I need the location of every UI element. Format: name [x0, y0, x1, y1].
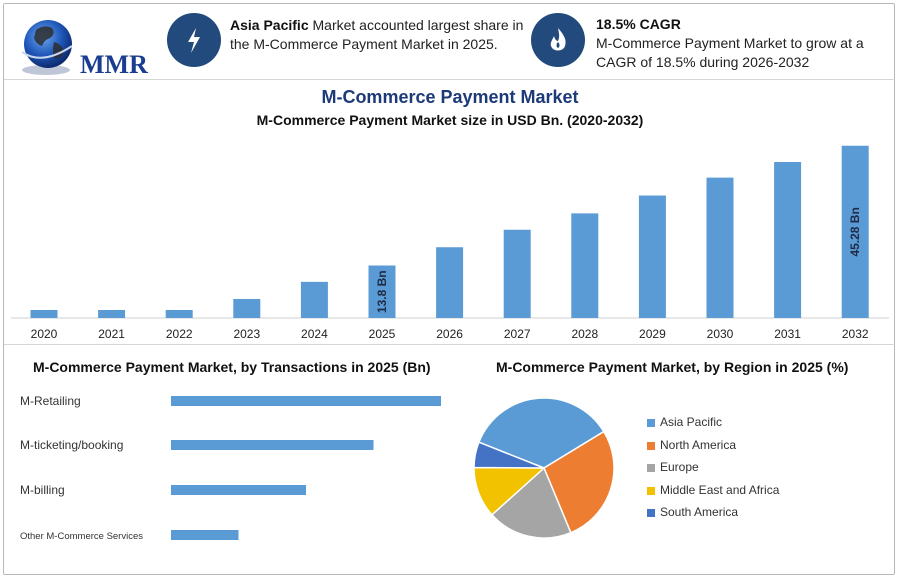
bar-2022	[165, 310, 193, 318]
x-tick-label-2024: 2024	[301, 327, 328, 341]
pie-slice-south-america	[473, 441, 545, 469]
x-tick-label-2030: 2030	[707, 327, 734, 341]
fact-2-badge	[531, 13, 585, 67]
legend-label-middle-east-and-africa: Middle East and Africa	[660, 482, 780, 497]
fact-2-text: 18.5% CAGR M-Commerce Payment Market to …	[596, 15, 896, 72]
x-tick-label-2032: 2032	[842, 327, 869, 341]
category-label-m-ticketing-booking: M-ticketing/booking	[20, 438, 123, 452]
category-label-other-m-commerce-services: Other M-Commerce Services	[20, 531, 143, 542]
data-label-2032: 45.28 Bn	[848, 207, 862, 256]
logo-text: MMR	[80, 50, 148, 79]
hbar-other-m-commerce-services	[171, 530, 239, 540]
x-tick-label-2022: 2022	[166, 327, 193, 341]
transactions-bar-chart: M-Retailing M-ticketing/booking M-billing O…	[20, 394, 441, 542]
fact-1-text: Asia Pacific Market accounted largest sh…	[230, 16, 530, 54]
fact-2-line3: CAGR of 18.5% during 2026-2032	[596, 54, 810, 70]
bar-2025	[368, 265, 396, 318]
legend-swatch-north-america	[647, 441, 655, 450]
bar-2030	[706, 177, 734, 318]
legend-label-south-america: South America	[660, 505, 739, 519]
market-size-bar-chart: 2020 2021 2022 2023 2024 2025 13.8 Bn 2026 2027 2…	[11, 145, 889, 341]
data-label-2025: 13.8 Bn	[375, 270, 389, 313]
bar-2028	[571, 213, 599, 318]
category-label-m-billing: M-billing	[20, 483, 65, 497]
bar-2032	[841, 145, 869, 318]
bar-2029	[638, 195, 666, 318]
x-tick-label-2026: 2026	[436, 327, 463, 341]
x-tick-label-2031: 2031	[774, 327, 801, 341]
legend-label-europe: Europe	[660, 460, 699, 474]
pie-slice-europe	[490, 466, 572, 539]
hbar-m-retailing	[171, 396, 441, 406]
fact-1-line1: Market accounted largest share in	[308, 17, 524, 33]
region-chart-title: M-Commerce Payment Market, by Region in …	[496, 359, 849, 375]
bar-2023	[233, 298, 261, 318]
x-tick-label-2021: 2021	[98, 327, 125, 341]
fact-2-bold: 18.5% CAGR	[596, 16, 681, 32]
legend-swatch-asia-pacific	[647, 419, 655, 427]
bar-2021	[98, 310, 126, 318]
header-divider	[4, 79, 895, 80]
main-title: M-Commerce Payment Market	[321, 87, 579, 107]
x-tick-label-2027: 2027	[504, 327, 531, 341]
region-pie-chart	[473, 397, 615, 539]
fact-2-line2: M-Commerce Payment Market to grow at a	[596, 35, 864, 51]
mmr-logo: MMR	[14, 12, 148, 80]
category-label-m-retailing: M-Retailing	[20, 394, 81, 408]
legend-swatch-south-america	[647, 509, 655, 517]
bar-chart-subtitle: M-Commerce Payment Market size in USD Bn…	[256, 112, 644, 128]
x-tick-label-2028: 2028	[571, 327, 598, 341]
legend-label-north-america: North America	[660, 437, 737, 452]
infographic-frame	[3, 3, 895, 575]
x-tick-label-2025: 2025	[369, 327, 396, 341]
bar-2026	[436, 247, 464, 318]
bolt-icon	[188, 28, 200, 53]
x-tick-label-2023: 2023	[233, 327, 260, 341]
legend-swatch-europe	[647, 464, 655, 472]
section-divider	[4, 344, 895, 345]
bar-2020	[30, 310, 58, 318]
legend-label-asia-pacific: Asia Pacific	[660, 415, 723, 429]
fact-1-badge	[167, 13, 221, 67]
pie-slice-north-america	[543, 430, 615, 534]
x-tick-label-2020: 2020	[31, 327, 58, 341]
transactions-chart-title: M-Commerce Payment Market, by Transactio…	[33, 359, 431, 375]
legend-swatch-middle-east-and-africa	[647, 486, 655, 495]
globe-icon	[21, 20, 73, 75]
bar-2024	[300, 281, 328, 318]
hbar-m-billing	[171, 485, 306, 495]
x-tick-label-2029: 2029	[639, 327, 666, 341]
bar-2027	[503, 229, 531, 318]
hbar-m-ticketing-booking	[171, 440, 374, 450]
fact-1-line2: the M-Commerce Payment Market in 2025.	[230, 36, 498, 52]
bar-2031	[774, 162, 802, 318]
flame-icon	[550, 28, 566, 51]
fact-1-bold: Asia Pacific	[230, 17, 309, 33]
